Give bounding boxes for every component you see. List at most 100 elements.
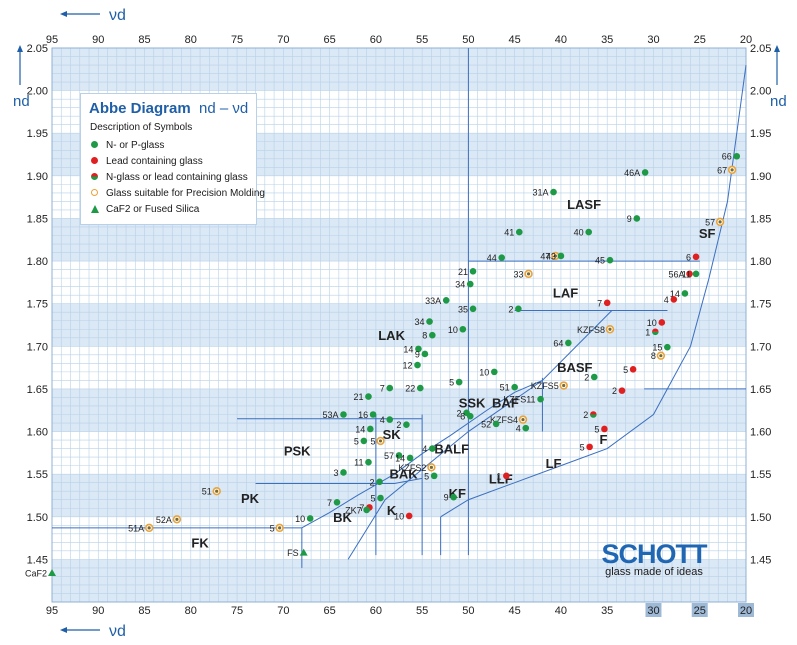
glass-point-marker <box>426 318 433 325</box>
glass-point: 14 <box>670 289 689 299</box>
glass-point-marker <box>491 368 498 376</box>
glass-point-label: 5 <box>449 378 454 388</box>
x-tick-label-top: 80 <box>185 34 197 46</box>
glass-point-label: 10 <box>295 514 305 524</box>
family-label-lasf: LASF <box>567 197 601 212</box>
glass-point-label: 47 <box>540 251 550 261</box>
glass-point-label: 57 <box>705 217 715 227</box>
glass-point: 11 <box>354 458 372 468</box>
glass-point-label: KZFS8 <box>577 325 605 335</box>
glass-point: 44 <box>487 253 506 263</box>
x-axis-arrowhead-bottom <box>60 627 67 633</box>
glass-point: 4 <box>380 415 394 425</box>
glass-point: KZFS5 <box>531 381 568 391</box>
glass-point-marker-top <box>590 411 597 415</box>
schott-wordmark: SCHOTT <box>601 539 708 569</box>
glass-point-marker <box>363 506 370 514</box>
glass-point-marker <box>360 437 368 445</box>
legend-description: Description of Symbols <box>90 122 193 133</box>
glass-point-label: 5 <box>580 442 585 452</box>
glass-point: 7 <box>380 384 394 394</box>
glass-point-label: 10 <box>647 318 657 328</box>
schott-tagline: glass made of ideas <box>605 566 703 578</box>
glass-point-marker-core <box>429 465 433 469</box>
glass-point: 10 <box>295 514 314 524</box>
glass-point-marker-core <box>730 168 734 172</box>
plot-frame <box>51 47 747 603</box>
x-tick-label-bottom: 50 <box>462 605 474 617</box>
y-tick-label-left: 1.95 <box>27 128 48 140</box>
family-label-lak: LAK <box>378 328 405 343</box>
family-label-laf: LAF <box>553 286 578 301</box>
glass-point: 2 <box>583 410 597 420</box>
glass-point: 53A <box>322 410 347 420</box>
glass-point-marker <box>369 411 377 418</box>
boundary-line <box>440 64 747 518</box>
y-tick-label-right: 1.85 <box>750 213 771 225</box>
glass-point: 2 <box>584 372 598 382</box>
glass-point-label: 7 <box>327 498 332 508</box>
x-tick-label-bottom: 70 <box>277 605 289 617</box>
x-tick-label-top: 85 <box>138 34 150 46</box>
band <box>52 48 746 91</box>
glass-point-label: 2 <box>396 420 401 430</box>
y-tick-label-right: 1.45 <box>750 554 771 566</box>
x-axis-title-bottom: νd <box>109 623 126 640</box>
y-tick-label-right: 1.75 <box>750 299 771 311</box>
glass-point-marker-core <box>562 383 566 388</box>
x-tick-label-bottom: 95 <box>46 605 58 617</box>
x-tick-label-top: 75 <box>231 34 243 46</box>
family-label-lf: LF <box>546 456 562 471</box>
glass-point-label: 14 <box>355 424 365 434</box>
glass-point-label: 5 <box>354 436 359 446</box>
glass-point-label: 2 <box>508 304 513 314</box>
glass-point: 7 <box>327 498 341 508</box>
glass-point-label: 41 <box>504 228 514 238</box>
glass-point: KZFS8 <box>577 325 615 335</box>
glass-point: KZFS2 <box>398 463 436 473</box>
glass-point-label: 7 <box>359 503 364 513</box>
y-tick-label-left: 1.90 <box>27 171 48 183</box>
glass-point-label: 3 <box>333 468 338 478</box>
glass-point: 5 <box>370 436 385 446</box>
glass-point-marker <box>403 421 410 429</box>
y-tick-label-left: 1.85 <box>27 213 48 225</box>
glass-point-label: 46A <box>624 168 640 178</box>
glass-point-marker <box>585 228 592 236</box>
glass-point-label: 11 <box>354 458 363 468</box>
glass-point-marker <box>466 280 474 288</box>
glass-point: 5 <box>580 442 593 452</box>
glass-point-label: 4 <box>664 295 669 305</box>
glass-point-label: KZFS4 <box>490 415 518 425</box>
glass-point: 14 <box>395 453 414 463</box>
glass-point-label: 1 <box>645 327 650 337</box>
family-label-basf: BASF <box>557 360 592 375</box>
family-label-sk: SK <box>383 427 402 442</box>
glass-point-marker <box>537 395 544 403</box>
glass-point: 4 <box>664 295 678 305</box>
glass-point-label: 10 <box>448 325 458 335</box>
glass-point-marker <box>498 254 506 261</box>
glass-point-label: 53A <box>322 410 338 420</box>
glass-point-marker <box>395 452 403 459</box>
family-boundaries <box>52 48 747 568</box>
y-tick-label-right: 1.80 <box>750 256 771 268</box>
tick-highlight <box>738 603 754 617</box>
split-dot-icon <box>90 172 100 182</box>
glass-point: 46A <box>624 168 649 178</box>
glass-point-label: 2 <box>370 477 375 487</box>
glass-point: 52A <box>156 515 182 525</box>
y-tick-label-right: 1.90 <box>750 171 771 183</box>
glass-point-marker <box>590 373 598 381</box>
glass-point-label: 44 <box>487 253 497 263</box>
y-tick-label-left: 2.05 <box>27 43 48 55</box>
family-label-k: K <box>387 503 397 518</box>
glass-point-marker <box>565 339 572 347</box>
glass-point: 57 <box>384 451 403 461</box>
glass-point: 33A <box>425 296 450 306</box>
glass-point-marker <box>503 472 510 480</box>
glass-point-marker <box>442 296 450 304</box>
glass-point-label: 12 <box>402 361 412 371</box>
glass-point-marker <box>429 331 436 339</box>
glass-point: 43 <box>546 251 565 261</box>
